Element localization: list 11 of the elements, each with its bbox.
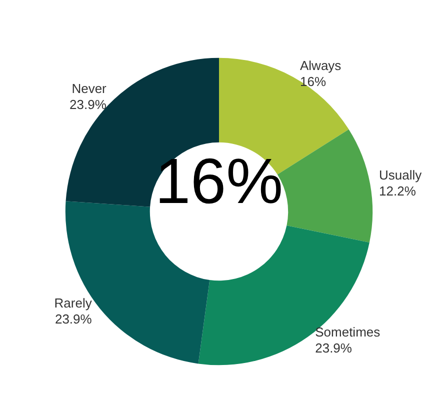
text: 16% xyxy=(154,144,284,217)
slice-label: Sometimes xyxy=(315,324,381,340)
slice-label: Usually xyxy=(379,168,422,183)
slice-label: Never xyxy=(72,80,108,96)
data-label: 23.9% xyxy=(54,312,92,327)
data-label: 16% xyxy=(300,74,326,89)
slice-label: Always xyxy=(300,58,342,73)
slice-label: Rarely xyxy=(54,296,92,311)
data-label: 23.9% xyxy=(70,96,107,112)
data-label: 12.2% xyxy=(379,184,416,199)
data-label: 23.9% xyxy=(315,340,352,356)
